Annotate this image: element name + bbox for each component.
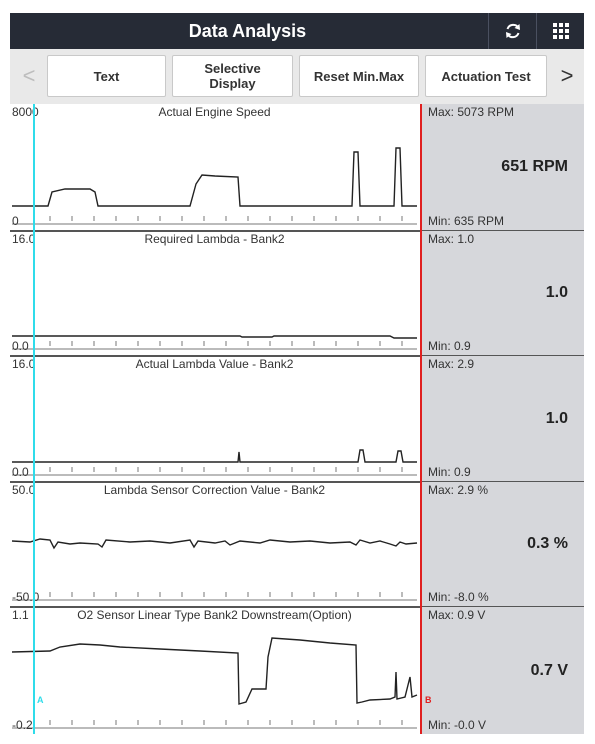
max-value: Max: 2.9 %	[428, 483, 489, 497]
text-button[interactable]: Text	[47, 55, 166, 97]
y-axis-max-label: 1.1	[12, 608, 29, 622]
engine-speed-trace	[12, 147, 417, 225]
cursor-a-label: A	[37, 695, 44, 705]
y-axis-max-label: 16.0	[12, 357, 36, 371]
graph-plot: Lambda Sensor Correction Value - Bank2 5…	[10, 482, 419, 606]
value-panel: Max: 1.0 1.0 Min: 0.9	[422, 231, 584, 355]
graph-title: Actual Engine Speed	[158, 105, 271, 119]
panel-divider	[10, 230, 584, 232]
grid-menu-icon	[552, 23, 569, 39]
max-value: Max: 2.9	[428, 357, 475, 371]
graph-title: Actual Lambda Value - Bank2	[135, 357, 294, 371]
graph-plot: Required Lambda - Bank2 16.0 0.0	[10, 231, 419, 355]
lambda-correction-trace	[11, 538, 418, 601]
graph-title: Lambda Sensor Correction Value - Bank2	[103, 483, 326, 497]
actuation-test-button[interactable]: Actuation Test	[425, 55, 547, 97]
current-value: 1.0	[545, 284, 568, 301]
max-value: Max: 0.9 V	[428, 608, 486, 622]
panel-divider	[10, 481, 584, 483]
graph-area: Actual Engine Speed 8000 0 Max: 5073 RPM…	[10, 104, 584, 734]
min-value: Min: 0.9	[428, 465, 471, 479]
y-axis-min-label: -50.0	[12, 590, 40, 604]
value-panel: Max: 2.9 % 0.3 % Min: -8.0 %	[422, 482, 584, 606]
graph-panel-engine-speed: Actual Engine Speed 8000 0 Max: 5073 RPM…	[10, 104, 584, 230]
min-value: Min: -8.0 %	[428, 590, 489, 604]
y-axis-max-label: 50.0	[12, 483, 36, 497]
panel-divider	[10, 355, 584, 357]
reset-min-max-button[interactable]: Reset Min.Max	[299, 55, 419, 97]
max-value: Max: 5073 RPM	[428, 105, 515, 119]
required-lambda-trace	[12, 335, 417, 350]
panel-divider	[10, 606, 584, 608]
y-axis-max-label: 8000	[12, 105, 39, 119]
toolbar: < Text Selective Display Reset Min.Max A…	[10, 49, 584, 104]
y-axis-max-label: 16.0	[12, 232, 36, 246]
header-bar: Data Analysis	[10, 13, 584, 49]
y-axis-min-label: 0.0	[12, 339, 29, 353]
current-value: 0.7 V	[530, 661, 568, 679]
value-panel: Max: 0.9 V 0.7 V Min: -0.0 V	[422, 607, 584, 734]
value-panel: Max: 2.9 1.0 Min: 0.9	[422, 356, 584, 481]
selective-display-button[interactable]: Selective Display	[172, 55, 293, 97]
y-axis-min-label: 0.0	[12, 465, 29, 479]
graph-panel-lambda-correction: Lambda Sensor Correction Value - Bank2 5…	[10, 482, 584, 606]
graph-title: Required Lambda - Bank2	[144, 232, 285, 246]
graph-panel-o2-sensor: O2 Sensor Linear Type Bank2 Downstream(O…	[10, 607, 584, 734]
graph-plot: Actual Engine Speed 8000 0	[10, 104, 419, 230]
current-value: 0.3 %	[527, 535, 568, 552]
grid-menu-button[interactable]	[536, 13, 584, 49]
o2-sensor-trace	[11, 637, 418, 729]
graph-title: O2 Sensor Linear Type Bank2 Downstream(O…	[77, 608, 352, 622]
graph-plot: O2 Sensor Linear Type Bank2 Downstream(O…	[10, 607, 419, 734]
y-axis-min-label: 0	[12, 214, 19, 228]
graph-plot: Actual Lambda Value - Bank2 16.0 0.0	[10, 356, 419, 481]
refresh-button[interactable]	[488, 13, 536, 49]
scroll-right-button[interactable]: >	[560, 63, 574, 88]
min-value: Min: 635 RPM	[428, 214, 505, 228]
cursor-b-line[interactable]	[420, 104, 422, 734]
page-title: Data Analysis	[188, 21, 307, 41]
y-axis-min-label: -0.2	[12, 718, 33, 732]
graph-panel-actual-lambda: Actual Lambda Value - Bank2 16.0 0.0 Max…	[10, 356, 584, 481]
actual-lambda-trace	[12, 449, 417, 476]
cursor-b-label: B	[425, 695, 432, 705]
cursor-a-line[interactable]	[33, 104, 35, 734]
current-value: 651 RPM	[501, 158, 568, 175]
scroll-left-button[interactable]: <	[22, 63, 36, 88]
min-value: Min: 0.9	[428, 339, 471, 353]
min-value: Min: -0.0 V	[428, 718, 487, 732]
value-panel: Max: 5073 RPM 651 RPM Min: 635 RPM	[422, 104, 584, 230]
current-value: 1.0	[545, 409, 568, 427]
max-value: Max: 1.0	[428, 232, 475, 246]
graph-panel-required-lambda: Required Lambda - Bank2 16.0 0.0 Max: 1.…	[10, 231, 584, 355]
refresh-icon	[505, 23, 520, 39]
